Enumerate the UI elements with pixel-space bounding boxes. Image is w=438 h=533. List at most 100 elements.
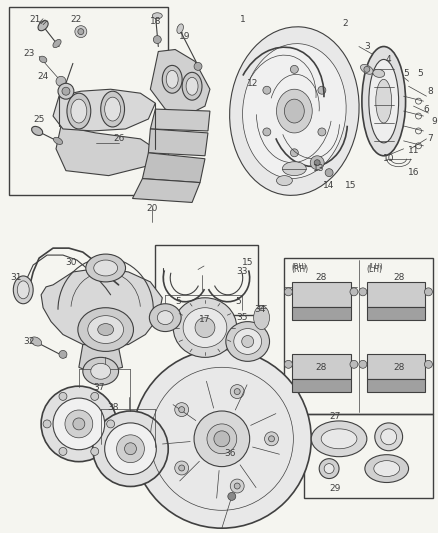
Ellipse shape — [254, 306, 269, 329]
Bar — [155, 245, 258, 314]
Circle shape — [268, 436, 275, 442]
Text: 28: 28 — [393, 273, 404, 282]
Circle shape — [284, 288, 293, 296]
Ellipse shape — [369, 60, 399, 143]
Ellipse shape — [283, 161, 306, 176]
Circle shape — [78, 29, 84, 35]
Text: (LH): (LH) — [369, 263, 383, 270]
Text: 5: 5 — [417, 69, 424, 78]
Text: 11: 11 — [408, 146, 419, 155]
Ellipse shape — [117, 435, 145, 463]
Ellipse shape — [86, 254, 126, 282]
Ellipse shape — [362, 46, 406, 156]
Ellipse shape — [94, 260, 117, 276]
Circle shape — [75, 26, 87, 38]
Text: 18: 18 — [149, 17, 161, 26]
Ellipse shape — [152, 13, 162, 19]
Text: 12: 12 — [247, 79, 258, 88]
Polygon shape — [148, 129, 208, 156]
Ellipse shape — [162, 66, 182, 93]
Text: 30: 30 — [65, 257, 77, 266]
Polygon shape — [367, 282, 425, 306]
Text: 21: 21 — [29, 15, 41, 24]
Text: 19: 19 — [180, 32, 191, 41]
Ellipse shape — [230, 27, 359, 196]
Polygon shape — [367, 354, 425, 379]
Ellipse shape — [166, 70, 178, 88]
Text: 37: 37 — [93, 383, 105, 392]
Circle shape — [234, 389, 240, 394]
Circle shape — [310, 156, 324, 169]
Ellipse shape — [124, 443, 137, 455]
Text: 36: 36 — [224, 449, 236, 458]
Polygon shape — [293, 306, 351, 320]
Ellipse shape — [242, 335, 254, 348]
Circle shape — [228, 492, 236, 500]
Ellipse shape — [65, 410, 93, 438]
Circle shape — [234, 483, 240, 489]
Polygon shape — [150, 109, 210, 131]
Text: 29: 29 — [329, 484, 341, 493]
Text: 15: 15 — [345, 181, 357, 190]
Text: 6: 6 — [424, 104, 429, 114]
Ellipse shape — [376, 79, 392, 123]
Polygon shape — [56, 126, 155, 176]
Ellipse shape — [88, 316, 124, 343]
Text: 22: 22 — [70, 15, 81, 24]
Ellipse shape — [373, 69, 385, 77]
Text: 4: 4 — [386, 55, 392, 64]
Ellipse shape — [105, 97, 120, 121]
Bar — [304, 414, 433, 498]
Circle shape — [284, 360, 293, 368]
Text: 1: 1 — [240, 15, 246, 24]
Ellipse shape — [31, 337, 42, 346]
Circle shape — [56, 76, 66, 86]
Ellipse shape — [93, 411, 168, 487]
Circle shape — [59, 350, 67, 358]
Circle shape — [179, 465, 185, 471]
Text: 2: 2 — [342, 19, 348, 28]
Text: (LH): (LH) — [367, 265, 383, 274]
Circle shape — [265, 432, 279, 446]
Polygon shape — [53, 89, 155, 131]
Circle shape — [424, 288, 432, 296]
Ellipse shape — [53, 138, 63, 144]
Ellipse shape — [71, 99, 87, 123]
Ellipse shape — [157, 311, 173, 325]
Ellipse shape — [17, 281, 29, 299]
Ellipse shape — [374, 461, 399, 477]
Ellipse shape — [284, 99, 304, 123]
Circle shape — [153, 36, 161, 44]
Circle shape — [230, 385, 244, 399]
Text: 27: 27 — [329, 413, 341, 422]
Ellipse shape — [226, 321, 269, 361]
Ellipse shape — [186, 77, 198, 95]
Circle shape — [364, 67, 370, 72]
Ellipse shape — [365, 455, 409, 482]
Ellipse shape — [234, 328, 261, 354]
Text: (RH): (RH) — [291, 263, 307, 270]
Ellipse shape — [132, 350, 311, 528]
Text: (RH): (RH) — [291, 265, 308, 274]
Ellipse shape — [183, 308, 227, 348]
Text: 20: 20 — [147, 204, 158, 213]
Ellipse shape — [39, 56, 47, 63]
Ellipse shape — [53, 398, 105, 450]
Text: 5: 5 — [235, 297, 240, 306]
Ellipse shape — [83, 357, 119, 385]
Circle shape — [175, 461, 189, 475]
Circle shape — [290, 66, 298, 74]
Circle shape — [58, 83, 74, 99]
Text: 32: 32 — [24, 337, 35, 346]
Ellipse shape — [195, 318, 215, 337]
Circle shape — [59, 448, 67, 455]
Text: 8: 8 — [427, 87, 433, 96]
Polygon shape — [150, 50, 210, 116]
Ellipse shape — [73, 418, 85, 430]
Ellipse shape — [101, 91, 124, 127]
Text: 28: 28 — [315, 273, 327, 282]
Circle shape — [318, 86, 326, 94]
Text: 28: 28 — [315, 363, 327, 372]
Circle shape — [359, 288, 367, 296]
Polygon shape — [41, 268, 162, 348]
